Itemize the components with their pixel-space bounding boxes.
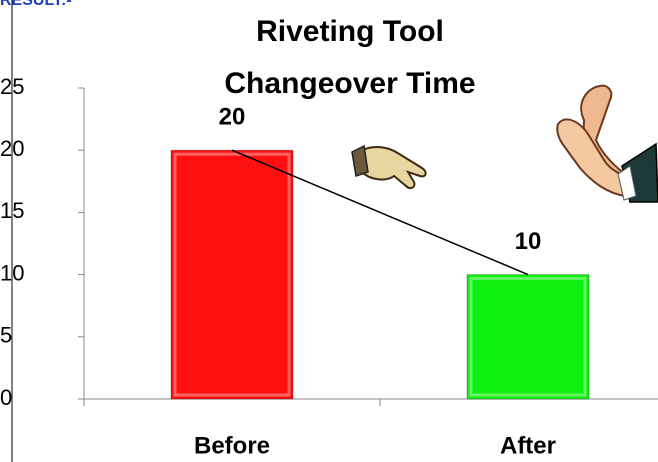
page: 0510152025Before20After10 RESULT:- Rivet… (0, 0, 658, 462)
y-tick-label: 25 (0, 74, 24, 99)
y-tick-label: 20 (0, 136, 24, 161)
x-tick-label: After (500, 432, 556, 459)
bar (467, 275, 589, 399)
section-label: RESULT:- (0, 0, 72, 10)
chart-title: Riveting Tool Changeover Time (200, 6, 500, 110)
data-label: 10 (515, 228, 542, 255)
y-tick-label: 10 (0, 260, 24, 285)
y-tick-label: 0 (0, 385, 12, 410)
y-tick-label: 5 (0, 323, 12, 348)
y-tick-label: 15 (0, 198, 24, 223)
bar (171, 150, 293, 399)
clapping-hands-icon (557, 86, 658, 202)
pointing-hand-icon (352, 146, 426, 188)
x-tick-label: Before (194, 432, 270, 459)
